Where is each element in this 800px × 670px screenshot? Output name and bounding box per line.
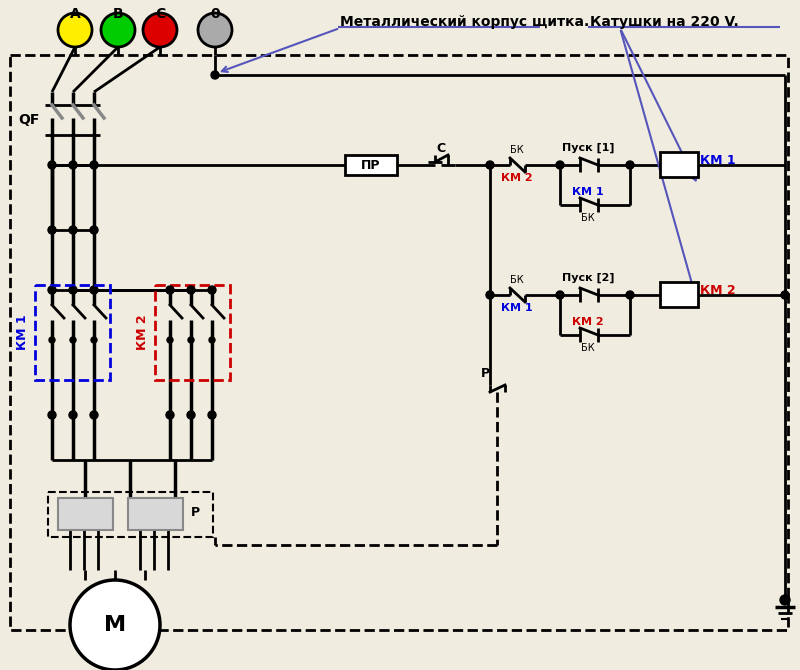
Text: C: C bbox=[437, 141, 446, 155]
Bar bbox=[660, 152, 698, 177]
Circle shape bbox=[49, 287, 55, 293]
Circle shape bbox=[187, 286, 195, 294]
Text: Пуск [2]: Пуск [2] bbox=[562, 273, 614, 283]
Circle shape bbox=[208, 286, 216, 294]
Text: P: P bbox=[481, 366, 490, 379]
Circle shape bbox=[781, 291, 789, 299]
Circle shape bbox=[556, 161, 564, 169]
Text: ПР: ПР bbox=[362, 159, 381, 172]
Text: QF: QF bbox=[18, 113, 39, 127]
Circle shape bbox=[166, 286, 174, 294]
Text: КМ 2: КМ 2 bbox=[501, 173, 533, 183]
Circle shape bbox=[48, 411, 56, 419]
Text: КМ 1: КМ 1 bbox=[572, 187, 604, 197]
Circle shape bbox=[91, 337, 97, 343]
Text: БК: БК bbox=[510, 275, 524, 285]
Circle shape bbox=[48, 286, 56, 294]
Circle shape bbox=[69, 286, 77, 294]
Circle shape bbox=[166, 411, 174, 419]
Circle shape bbox=[209, 337, 215, 343]
Circle shape bbox=[70, 287, 76, 293]
Circle shape bbox=[187, 411, 195, 419]
Text: C: C bbox=[155, 7, 165, 21]
Text: КМ 2: КМ 2 bbox=[700, 283, 736, 297]
Circle shape bbox=[556, 291, 564, 299]
Bar bbox=[155, 285, 230, 380]
Circle shape bbox=[69, 411, 77, 419]
Circle shape bbox=[486, 161, 494, 169]
Bar bbox=[10, 55, 788, 630]
Text: КМ 1: КМ 1 bbox=[501, 303, 533, 313]
Circle shape bbox=[486, 291, 494, 299]
Text: Пуск [1]: Пуск [1] bbox=[562, 143, 614, 153]
Circle shape bbox=[626, 161, 634, 169]
Bar bbox=[48, 492, 213, 537]
Circle shape bbox=[90, 226, 98, 234]
Text: Катушки на 220 V.: Катушки на 220 V. bbox=[590, 15, 738, 29]
Circle shape bbox=[70, 580, 160, 670]
Circle shape bbox=[101, 13, 135, 47]
Bar bbox=[58, 498, 113, 530]
Circle shape bbox=[626, 291, 634, 299]
Text: КМ 1: КМ 1 bbox=[700, 153, 736, 167]
Circle shape bbox=[48, 226, 56, 234]
Circle shape bbox=[70, 337, 76, 343]
Bar bbox=[345, 155, 397, 175]
Text: 0: 0 bbox=[210, 7, 220, 21]
Text: БК: БК bbox=[510, 145, 524, 155]
Text: КМ 2: КМ 2 bbox=[572, 317, 604, 327]
Text: A: A bbox=[70, 7, 80, 21]
Text: B: B bbox=[113, 7, 123, 21]
Circle shape bbox=[198, 13, 232, 47]
Text: M: M bbox=[104, 615, 126, 635]
Text: БК: БК bbox=[581, 213, 595, 223]
Circle shape bbox=[69, 226, 77, 234]
Circle shape bbox=[90, 286, 98, 294]
Circle shape bbox=[211, 71, 219, 79]
Text: КМ 1: КМ 1 bbox=[15, 314, 29, 350]
Bar bbox=[660, 282, 698, 307]
Circle shape bbox=[188, 337, 194, 343]
Text: КМ 2: КМ 2 bbox=[135, 314, 149, 350]
Circle shape bbox=[58, 13, 92, 47]
Circle shape bbox=[49, 337, 55, 343]
Text: БК: БК bbox=[581, 343, 595, 353]
Circle shape bbox=[167, 337, 173, 343]
Circle shape bbox=[90, 411, 98, 419]
Text: Металлический корпус щитка.: Металлический корпус щитка. bbox=[340, 15, 590, 29]
Circle shape bbox=[143, 13, 177, 47]
Circle shape bbox=[69, 161, 77, 169]
Bar bbox=[35, 285, 110, 380]
Text: P: P bbox=[190, 507, 199, 519]
Circle shape bbox=[90, 161, 98, 169]
Bar bbox=[128, 498, 183, 530]
Circle shape bbox=[48, 161, 56, 169]
Circle shape bbox=[208, 411, 216, 419]
Circle shape bbox=[780, 595, 790, 605]
Circle shape bbox=[91, 287, 97, 293]
